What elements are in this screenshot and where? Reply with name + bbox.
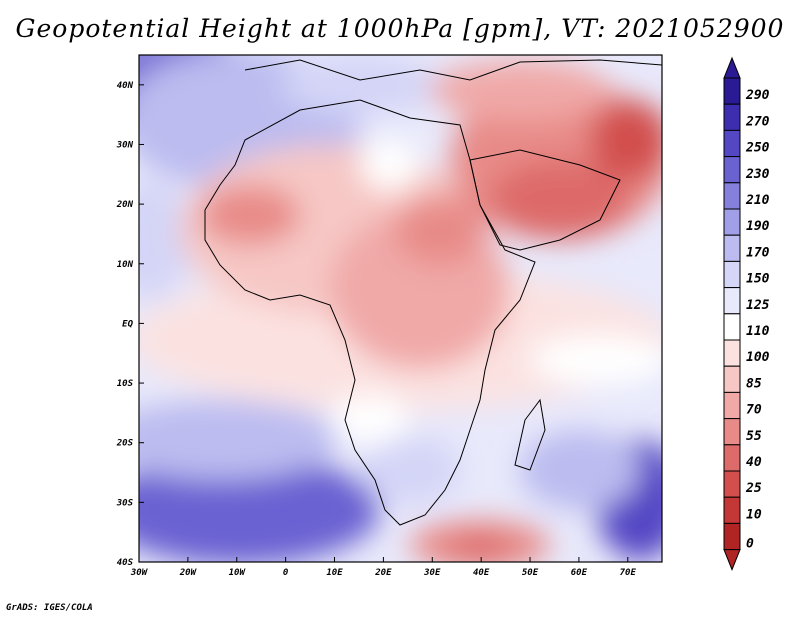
longitude-axis: 30W 20W 10W 0 10E 20E 30E 40E 50E 60E 70E (130, 557, 637, 578)
colorbar-swatch (723, 103, 741, 131)
lon-tick-label: 40E (473, 568, 490, 578)
colorbar-bottom-arrow (723, 549, 741, 571)
lat-tick-label: EQ (122, 319, 133, 329)
lon-tick-label: 30E (423, 568, 441, 578)
lat-tick-label: 30N (116, 140, 134, 150)
colorbar-swatch (723, 182, 741, 210)
colorbar-swatch (723, 260, 741, 289)
lat-tick-label: 20S (116, 439, 134, 449)
lon-tick-label: 20W (179, 568, 198, 578)
lon-tick-label: 20E (374, 568, 392, 578)
colorbar-label: 125 (746, 298, 770, 313)
lon-tick-label: 70E (620, 568, 637, 578)
colorbar-swatch (723, 444, 741, 472)
colorbar-swatch (723, 391, 741, 420)
colorbar-label: 110 (746, 324, 770, 339)
colorbar-swatch (723, 470, 741, 498)
coastlines (204, 59, 662, 526)
colorbar-swatch (723, 313, 741, 341)
colorbar-label: 25 (745, 481, 762, 496)
colorbar-label: 10 (746, 507, 762, 522)
colorbar-label: 170 (746, 245, 770, 260)
lat-tick-label: 30S (116, 498, 134, 508)
lon-tick-label: 0 (283, 568, 289, 578)
colorbar-swatch (723, 522, 741, 551)
madagascar-coastline (514, 398, 546, 471)
colorbar-swatch (723, 208, 741, 236)
lon-tick-label: 30W (130, 568, 149, 578)
lon-tick-label: 50E (522, 568, 539, 578)
colorbar-label: 190 (746, 219, 770, 234)
latitude-axis: 40N 30N 20N 10N EQ 10S 20S 30S 40S (116, 81, 144, 568)
colorbar-label: 55 (746, 429, 762, 444)
colorbar-swatch (723, 129, 741, 158)
colorbar-swatch (723, 156, 741, 184)
arabia-coastline (469, 149, 621, 251)
colorbar-label: 150 (746, 272, 770, 287)
lon-tick-label: 10W (229, 568, 247, 578)
height-field (139, 55, 662, 562)
colorbar-swatch (723, 496, 741, 524)
lon-tick-label: 10E (326, 568, 343, 578)
colorbar-label: 0 (746, 537, 754, 552)
colorbar-swatch (723, 287, 741, 315)
colorbar-swatch (723, 339, 741, 367)
credit-text: GrADS: IGES/COLA (6, 603, 93, 613)
map-frame (138, 54, 663, 563)
europe-coastline (244, 59, 662, 81)
colorbar-swatch (723, 418, 741, 446)
lon-tick-label: 60E (571, 568, 588, 578)
colorbar-label: 40 (746, 455, 762, 470)
colorbar-swatch (723, 365, 741, 393)
colorbar-swatch (723, 77, 741, 105)
lat-tick-label: 40S (117, 558, 134, 568)
lat-tick-label: 40N (117, 81, 134, 91)
colorbar-label: 230 (745, 167, 770, 182)
colorbar: 2902702502302101901701501251101008570554… (723, 56, 770, 571)
lat-tick-label: 20N (116, 200, 134, 210)
colorbar-label: 250 (745, 141, 770, 156)
colorbar-label: 70 (746, 403, 762, 418)
colorbar-label: 210 (745, 193, 770, 208)
colorbar-label: 270 (745, 114, 770, 129)
colorbar-top-arrow (723, 56, 741, 79)
colorbar-swatch (723, 234, 741, 262)
lat-tick-label: 10N (117, 260, 134, 270)
lat-tick-label: 10S (117, 379, 134, 389)
colorbar-label: 290 (745, 88, 770, 103)
colorbar-label: 100 (746, 350, 770, 365)
chart-title: Geopotential Height at 1000hPa [gpm], VT… (15, 14, 785, 43)
colorbar-label: 85 (746, 376, 762, 391)
